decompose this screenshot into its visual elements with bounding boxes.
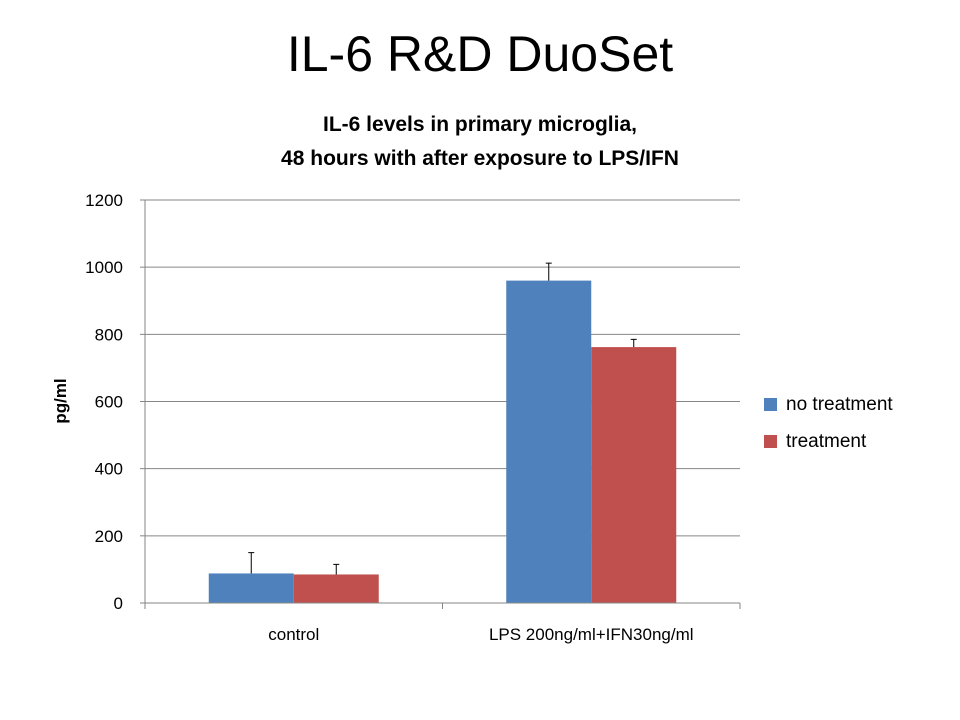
bar bbox=[506, 280, 592, 603]
chart-title: IL-6 levels in primary microglia, 48 hou… bbox=[0, 108, 960, 176]
legend: no treatment treatment bbox=[764, 386, 893, 460]
bar bbox=[293, 574, 379, 603]
y-tick-label: 0 bbox=[114, 594, 123, 613]
legend-label-no-treatment: no treatment bbox=[786, 394, 893, 415]
bar bbox=[208, 573, 294, 603]
slide-title: IL-6 R&D DuoSet bbox=[286, 26, 674, 82]
legend-swatch-treatment bbox=[764, 435, 777, 448]
chart-title-line-2: 48 hours with after exposure to LPS/IFN bbox=[281, 147, 679, 170]
legend-item-no-treatment: no treatment bbox=[764, 386, 893, 423]
y-tick-label: 1200 bbox=[85, 191, 123, 210]
y-axis-label: pg/ml bbox=[51, 378, 70, 423]
gridlines bbox=[145, 199, 740, 537]
y-tick-label: 1000 bbox=[85, 258, 123, 277]
y-tick-label: 800 bbox=[95, 325, 123, 344]
y-tick-label: 200 bbox=[95, 527, 123, 546]
legend-label-treatment: treatment bbox=[786, 431, 867, 452]
bar bbox=[591, 347, 677, 603]
bars bbox=[208, 262, 677, 603]
y-tick-label: 600 bbox=[95, 393, 123, 412]
axes: 0 200 400 600 800 1000 1200 control LPS 200ng/ml… bbox=[51, 191, 741, 644]
x-category-label: LPS 200ng/ml+IFN30ng/ml bbox=[489, 625, 694, 644]
chart-title-line-1: IL-6 levels in primary microglia, bbox=[323, 113, 637, 136]
y-tick-label: 400 bbox=[95, 460, 123, 479]
x-category-label: control bbox=[268, 625, 319, 644]
legend-swatch-no-treatment bbox=[764, 398, 777, 411]
legend-item-treatment: treatment bbox=[764, 423, 893, 460]
